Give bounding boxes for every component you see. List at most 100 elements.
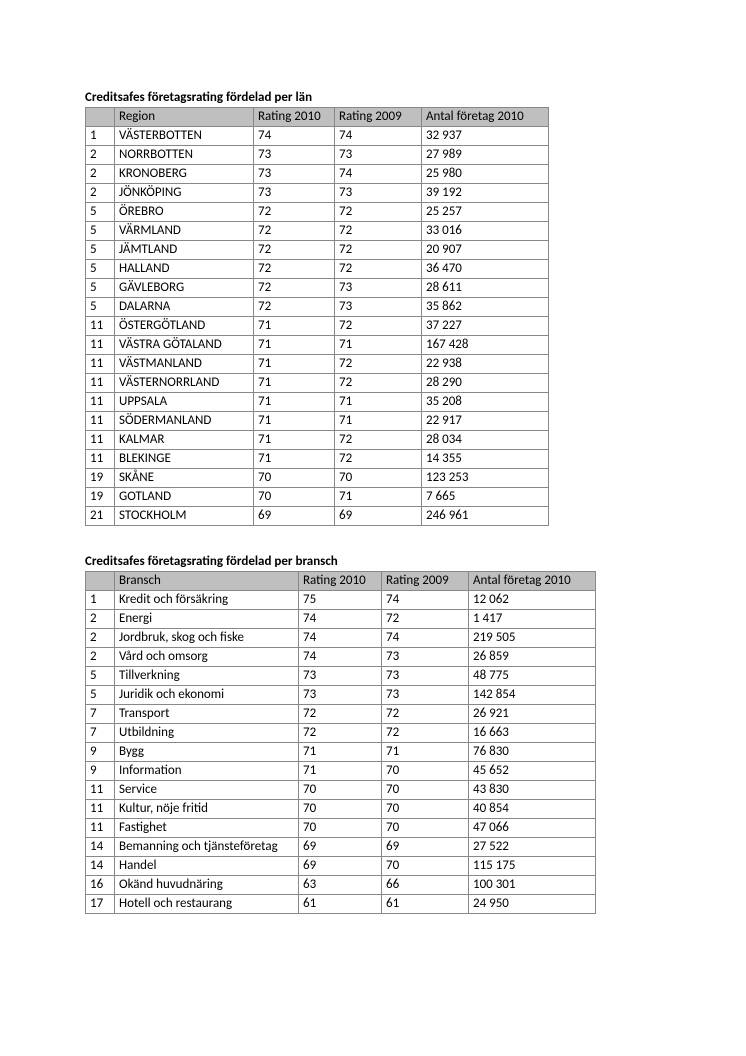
col-region: Region — [115, 108, 254, 127]
table-cell: UPPSALA — [115, 393, 254, 412]
table-row: 2NORRBOTTEN737327 989 — [86, 146, 549, 165]
table-cell: ÖSTERGÖTLAND — [115, 317, 254, 336]
table-cell: 70 — [382, 857, 469, 876]
table-row: 11Service707043 830 — [86, 781, 596, 800]
table-cell: 71 — [335, 393, 422, 412]
table-row: 5JÄMTLAND727220 907 — [86, 241, 549, 260]
table-row: 17Hotell och restaurang616124 950 — [86, 895, 596, 914]
col-antal: Antal företag 2010 — [422, 108, 549, 127]
table-cell: 27 522 — [469, 838, 596, 857]
table-cell: 72 — [254, 203, 335, 222]
table-cell: Energi — [115, 610, 299, 629]
table-cell: 74 — [299, 648, 382, 667]
table-row: 5VÄRMLAND727233 016 — [86, 222, 549, 241]
table-cell: 72 — [335, 355, 422, 374]
table-cell: 71 — [254, 450, 335, 469]
table-row: 11BLEKINGE717214 355 — [86, 450, 549, 469]
table-cell: Transport — [115, 705, 299, 724]
table-cell: 71 — [254, 393, 335, 412]
table-cell: KRONOBERG — [115, 165, 254, 184]
table-cell: 22 938 — [422, 355, 549, 374]
table-header-row: Region Rating 2010 Rating 2009 Antal för… — [86, 108, 549, 127]
table-cell: 36 470 — [422, 260, 549, 279]
col-r2010: Rating 2010 — [254, 108, 335, 127]
table-cell: 22 917 — [422, 412, 549, 431]
table-cell: Fastighet — [115, 819, 299, 838]
table-cell: 70 — [382, 819, 469, 838]
table-cell: Vård och omsorg — [115, 648, 299, 667]
table-cell: 11 — [86, 393, 115, 412]
table-cell: 39 192 — [422, 184, 549, 203]
table-cell: 72 — [254, 298, 335, 317]
table-cell: 74 — [335, 165, 422, 184]
table-cell: 11 — [86, 450, 115, 469]
table-cell: 73 — [254, 146, 335, 165]
table-cell: 5 — [86, 241, 115, 260]
table-cell: 1 417 — [469, 610, 596, 629]
table-cell: 72 — [335, 260, 422, 279]
table-row: 2KRONOBERG737425 980 — [86, 165, 549, 184]
table-cell: 11 — [86, 374, 115, 393]
table-cell: 73 — [382, 686, 469, 705]
table-cell: 74 — [335, 127, 422, 146]
table-cell: 74 — [299, 610, 382, 629]
table-cell: 74 — [299, 629, 382, 648]
table-cell: 63 — [299, 876, 382, 895]
table-cell: 21 — [86, 507, 115, 526]
table-cell: 71 — [335, 336, 422, 355]
table-cell: 19 — [86, 488, 115, 507]
table-cell: 47 066 — [469, 819, 596, 838]
table-cell: 70 — [254, 469, 335, 488]
table-row: 5DALARNA727335 862 — [86, 298, 549, 317]
table-cell: 71 — [335, 488, 422, 507]
table-cell: 142 854 — [469, 686, 596, 705]
table-row: 11KALMAR717228 034 — [86, 431, 549, 450]
table-row: 11ÖSTERGÖTLAND717237 227 — [86, 317, 549, 336]
table-cell: VÄSTERNORRLAND — [115, 374, 254, 393]
table-row: 2Jordbruk, skog och fiske7474219 505 — [86, 629, 596, 648]
table-row: 19SKÅNE7070123 253 — [86, 469, 549, 488]
table-row: 7Utbildning727216 663 — [86, 724, 596, 743]
table-cell: 123 253 — [422, 469, 549, 488]
table-row: 16Okänd huvudnäring6366100 301 — [86, 876, 596, 895]
table-cell: 72 — [335, 450, 422, 469]
table1-title: Creditsafes företagsrating fördelad per … — [85, 90, 661, 105]
table-cell: 72 — [382, 705, 469, 724]
table-cell: 70 — [382, 781, 469, 800]
col-rank — [86, 108, 115, 127]
table-cell: 5 — [86, 667, 115, 686]
table-cell: 28 611 — [422, 279, 549, 298]
table-row: 19GOTLAND70717 665 — [86, 488, 549, 507]
table-row: 21STOCKHOLM6969246 961 — [86, 507, 549, 526]
table-cell: STOCKHOLM — [115, 507, 254, 526]
table-cell: 35 208 — [422, 393, 549, 412]
table-cell: SKÅNE — [115, 469, 254, 488]
table-cell: 16 663 — [469, 724, 596, 743]
table-cell: 71 — [254, 336, 335, 355]
table-row: 7Transport727226 921 — [86, 705, 596, 724]
table-row: 5GÄVLEBORG727328 611 — [86, 279, 549, 298]
table-row: 14Handel6970115 175 — [86, 857, 596, 876]
table-cell: Hotell och restaurang — [115, 895, 299, 914]
table-cell: 5 — [86, 222, 115, 241]
table-row: 14Bemanning och tjänsteföretag696927 522 — [86, 838, 596, 857]
table-cell: 61 — [382, 895, 469, 914]
table-cell: HALLAND — [115, 260, 254, 279]
table-cell: 73 — [299, 686, 382, 705]
col-rank — [86, 572, 115, 591]
table-cell: 26 921 — [469, 705, 596, 724]
table-row: 11VÄSTERNORRLAND717228 290 — [86, 374, 549, 393]
table-row: 5Tillverkning737348 775 — [86, 667, 596, 686]
table-cell: 2 — [86, 165, 115, 184]
table-cell: 9 — [86, 743, 115, 762]
table-cell: 1 — [86, 591, 115, 610]
table-cell: Utbildning — [115, 724, 299, 743]
table-cell: 73 — [335, 146, 422, 165]
table-cell: 2 — [86, 610, 115, 629]
table-cell: 70 — [382, 800, 469, 819]
table-cell: 7 — [86, 724, 115, 743]
table-cell: 73 — [254, 184, 335, 203]
table-cell: 72 — [254, 260, 335, 279]
table-cell: 72 — [335, 241, 422, 260]
table-cell: Jordbruk, skog och fiske — [115, 629, 299, 648]
